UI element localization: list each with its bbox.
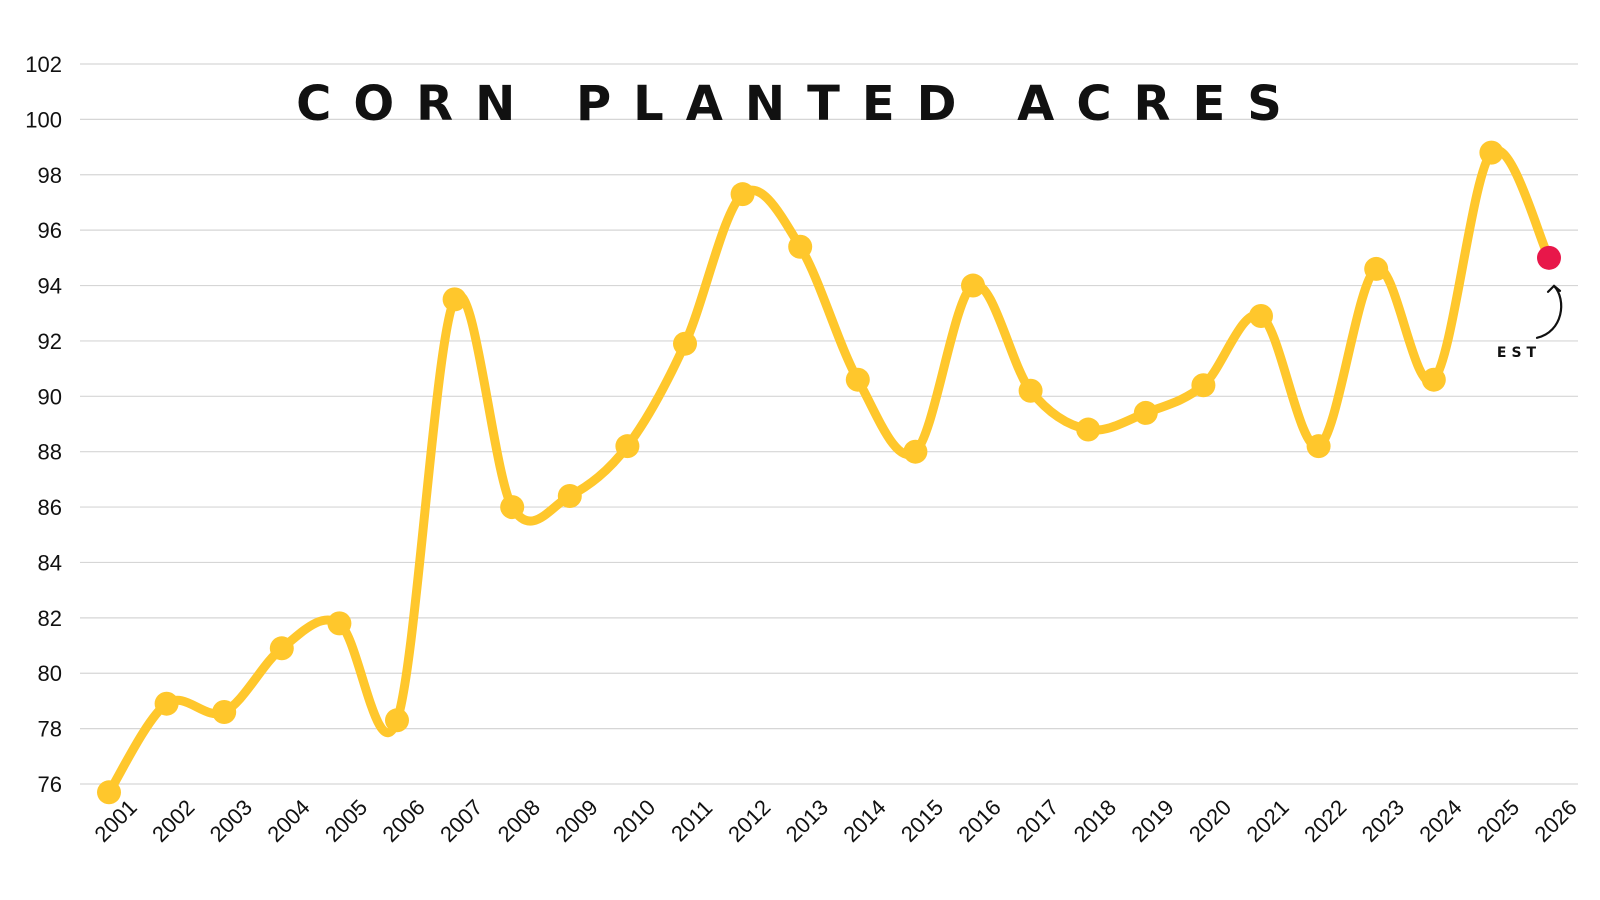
x-tick-label: 2010 [608, 795, 660, 847]
y-tick-label: 84 [38, 550, 62, 575]
chart-title: CORN PLANTED ACRES [296, 76, 1304, 132]
x-tick-label: 2023 [1357, 795, 1409, 847]
data-point [97, 780, 121, 805]
x-tick-label: 2022 [1299, 795, 1351, 847]
x-tick-label: 2020 [1184, 795, 1236, 847]
x-tick-label: 2007 [435, 795, 487, 847]
estimate-point [1537, 245, 1561, 270]
x-tick-label: 2017 [1011, 795, 1063, 847]
x-tick-label: 2008 [493, 795, 545, 847]
y-tick-label: 82 [38, 606, 62, 631]
data-point [1306, 434, 1331, 459]
y-tick-label: 80 [38, 661, 62, 686]
data-point [1479, 140, 1504, 165]
x-tick-label: 2003 [205, 795, 257, 847]
y-tick-label: 78 [38, 717, 62, 742]
x-tick-label: 2013 [781, 795, 833, 847]
data-point [673, 331, 697, 356]
x-tick-label: 2025 [1472, 795, 1524, 847]
data-point [557, 484, 582, 508]
x-tick-label: 2004 [262, 795, 314, 847]
data-point [1364, 256, 1389, 281]
x-tick-label: 2002 [147, 795, 199, 847]
data-point [1018, 378, 1043, 403]
y-tick-label: 92 [38, 329, 62, 354]
y-tick-label: 76 [38, 772, 62, 797]
grid-lines [80, 63, 1578, 785]
data-point [385, 708, 409, 733]
est-arrow [1535, 284, 1563, 339]
x-axis-tick-labels: 2001 2002 2003 2004 2005 2006 2007 2008 2009 2010… [90, 795, 1582, 847]
data-point [961, 273, 985, 298]
series-line [104, 145, 1554, 797]
x-tick-label: 2016 [954, 795, 1006, 847]
data-point [615, 434, 640, 459]
x-tick-label: 2001 [90, 795, 142, 847]
y-tick-label: 86 [38, 495, 62, 520]
est-arrowhead [1546, 284, 1562, 293]
data-point [1133, 400, 1158, 425]
data-point [327, 611, 352, 636]
est-annotation: EST [1497, 284, 1563, 361]
x-tick-label: 2018 [1069, 795, 1121, 847]
data-point [500, 495, 525, 520]
data-point [903, 439, 928, 464]
x-tick-label: 2021 [1242, 795, 1294, 847]
data-point [442, 287, 467, 312]
x-tick-label: 2006 [378, 795, 430, 847]
data-point [1249, 304, 1273, 328]
data-point [1421, 367, 1446, 392]
y-tick-label: 96 [38, 218, 62, 243]
x-tick-label: 2024 [1414, 795, 1466, 847]
data-point [730, 182, 755, 207]
data-point [845, 367, 870, 392]
data-point [1191, 373, 1216, 398]
x-tick-label: 2009 [550, 795, 602, 847]
est-label: EST [1497, 345, 1541, 361]
x-tick-label: 2012 [723, 795, 775, 847]
data-point [1076, 417, 1101, 442]
y-axis-tick-labels: 76 78 80 82 84 86 88 90 92 94 96 98 100 102 [25, 52, 62, 797]
x-tick-label: 2011 [666, 795, 717, 846]
x-tick-label: 2014 [838, 795, 890, 847]
x-tick-label: 2015 [896, 795, 948, 847]
y-tick-label: 88 [38, 440, 62, 465]
y-tick-label: 94 [38, 274, 62, 299]
data-point [269, 636, 294, 661]
x-tick-label: 2026 [1530, 795, 1582, 847]
x-tick-label: 2019 [1126, 795, 1178, 847]
data-point [154, 691, 179, 716]
y-tick-label: 100 [25, 107, 62, 132]
data-point [788, 234, 813, 259]
data-points [97, 140, 1561, 805]
y-tick-label: 90 [38, 384, 62, 409]
y-tick-label: 98 [38, 163, 62, 188]
x-tick-label: 2005 [320, 795, 372, 847]
data-point [212, 700, 237, 724]
y-tick-label: 102 [25, 52, 62, 77]
